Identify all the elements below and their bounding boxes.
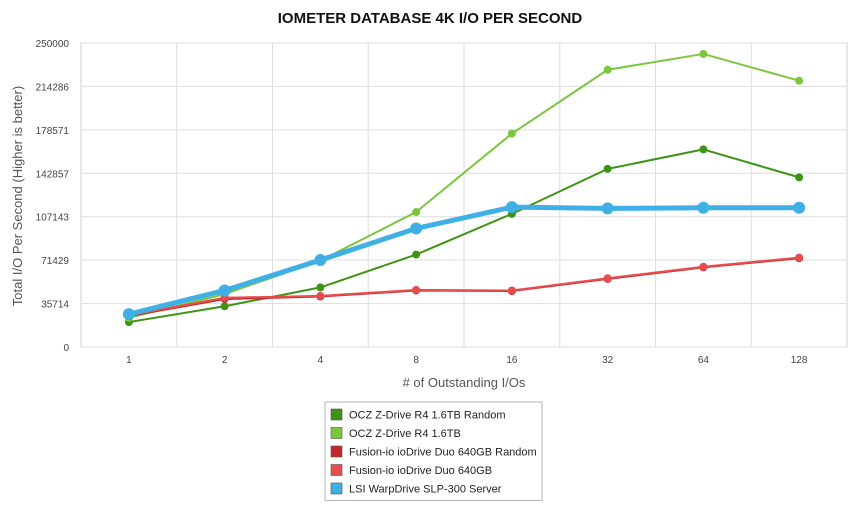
data-point	[603, 274, 612, 283]
data-point	[795, 173, 804, 182]
data-point	[507, 129, 516, 138]
data-point	[603, 164, 612, 173]
y-tick-label: 214286	[36, 82, 70, 93]
series-5	[122, 201, 806, 321]
series-layer	[122, 49, 806, 327]
legend-label: OCZ Z-Drive R4 1.6TB	[349, 428, 461, 440]
y-tick-label: 178571	[36, 126, 70, 137]
x-tick-label: 4	[318, 355, 324, 366]
x-tick-label: 16	[506, 355, 518, 366]
y-axis-title: Total I/O Per Second (Higher is better)	[10, 86, 25, 306]
legend-label: Fusion-io ioDrive Duo 640GB	[349, 465, 492, 477]
series-1	[124, 145, 804, 327]
y-tick-label: 107143	[36, 213, 70, 224]
legend-label: LSI WarpDrive SLP-300 Server	[349, 484, 502, 496]
legend-label: OCZ Z-Drive R4 1.6TB Random	[349, 410, 505, 422]
x-axis-title: # of Outstanding I/Os	[403, 375, 526, 390]
chart-title: IOMETER DATABASE 4K I/O PER SECOND	[278, 10, 583, 27]
data-point	[220, 302, 229, 311]
data-point	[699, 262, 708, 271]
legend-swatch	[330, 482, 343, 495]
data-point	[412, 250, 421, 259]
data-point	[699, 49, 708, 58]
data-point	[316, 291, 325, 300]
legend-label: Fusion-io ioDrive Duo 640GB Random	[349, 447, 537, 459]
x-tick-label: 2	[222, 355, 228, 366]
data-point	[218, 284, 231, 297]
series-line	[127, 52, 801, 319]
x-tick-label: 64	[698, 355, 710, 366]
data-point	[793, 201, 806, 214]
data-point	[316, 283, 325, 292]
legend-swatch	[330, 464, 343, 476]
series-line	[126, 204, 802, 317]
x-tick-label: 8	[413, 355, 419, 366]
data-point	[412, 208, 421, 217]
y-axis-ticks: 0 35714 71429 107143 142857 178571 214286 25000…	[36, 39, 70, 354]
data-point	[603, 65, 612, 74]
data-point	[314, 254, 327, 267]
legend: OCZ Z-Drive R4 1.6TB Random OCZ Z-Drive R…	[324, 401, 543, 501]
legend-swatch	[330, 427, 343, 439]
x-tick-label: 32	[602, 355, 614, 366]
data-point	[122, 308, 135, 321]
data-point	[697, 201, 710, 214]
y-tick-label: 250000	[36, 39, 70, 50]
data-point	[601, 202, 614, 215]
x-axis-ticks: 1 2 4 8 16 32 64 128	[126, 355, 808, 366]
data-point	[410, 222, 423, 235]
x-tick-label: 128	[791, 355, 808, 366]
data-point	[699, 145, 708, 154]
data-point	[505, 201, 518, 214]
data-point	[507, 286, 516, 295]
legend-box	[324, 401, 543, 501]
legend-swatch	[330, 408, 343, 421]
x-tick-label: 1	[126, 355, 132, 366]
y-tick-label: 142857	[36, 169, 70, 180]
series-line	[127, 256, 801, 317]
data-point	[412, 285, 421, 294]
series-line	[127, 148, 801, 324]
legend-swatch	[330, 445, 343, 458]
y-tick-label: 71429	[41, 256, 69, 267]
y-tick-label: 0	[63, 343, 69, 354]
data-point	[795, 253, 804, 262]
data-point	[795, 76, 804, 85]
y-tick-label: 35714	[41, 300, 69, 311]
